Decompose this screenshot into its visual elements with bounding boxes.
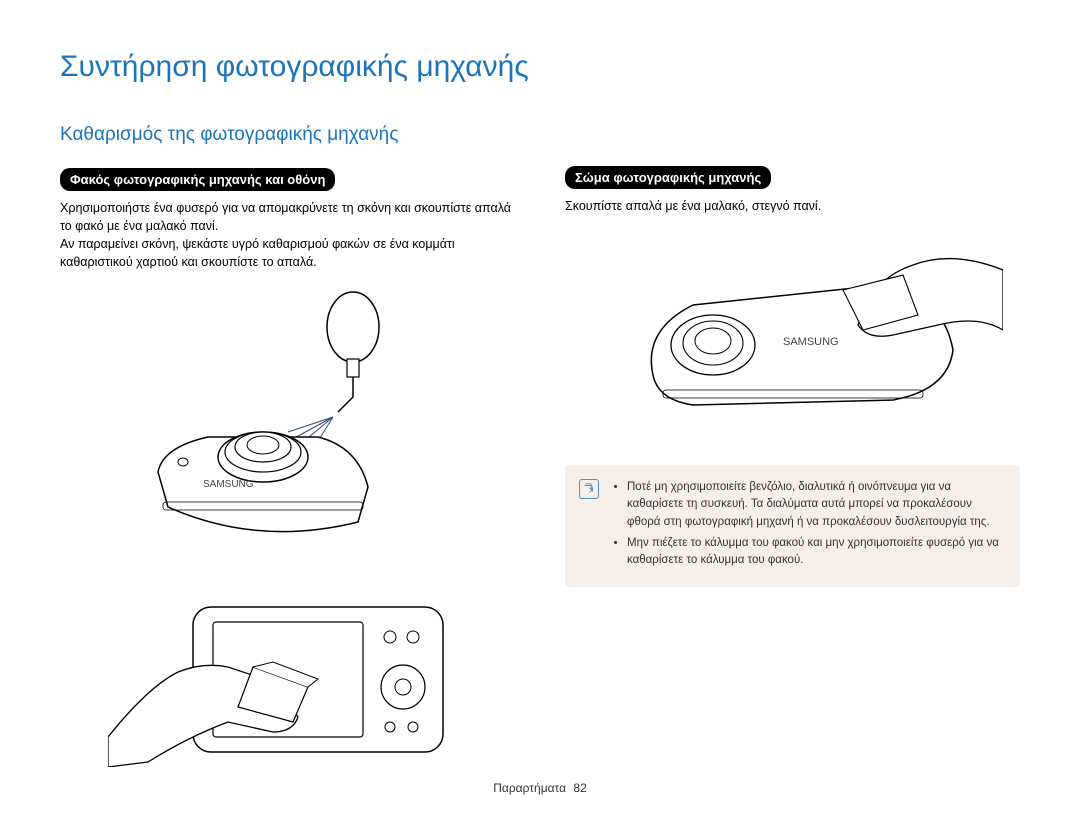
- page-number: 82: [573, 781, 586, 795]
- illustration-wipe-screen: [60, 567, 515, 772]
- note-icon: [579, 479, 599, 499]
- note-box: Ποτέ μη χρησιμοποιείτε βενζόλιο, διαλυτι…: [565, 465, 1020, 587]
- body-instructions: Σκουπίστε απαλά με ένα μαλακό, στεγνό πα…: [565, 197, 1020, 215]
- sub-heading-body: Σώμα φωτογραφικής μηχανής: [565, 166, 771, 189]
- lens-instructions-1: Χρησιμοποιήστε ένα φυσερό για να απομακρ…: [60, 199, 515, 235]
- illustration-blower: SAMSUNG: [60, 287, 515, 552]
- illustration-wipe-body: SAMSUNG: [565, 230, 1020, 435]
- lens-instructions-2: Αν παραμείνει σκόνη, ψεκάστε υγρό καθαρι…: [60, 235, 515, 271]
- svg-text:SAMSUNG: SAMSUNG: [783, 336, 839, 348]
- sub-heading-lens: Φακός φωτογραφικής μηχανής και οθόνη: [60, 168, 335, 191]
- svg-text:SAMSUNG: SAMSUNG: [203, 479, 254, 490]
- page-title: Συντήρηση φωτογραφικής μηχανής: [60, 50, 1020, 84]
- footer-label: Παραρτήματα: [493, 781, 566, 795]
- page-footer: Παραρτήματα 82: [0, 781, 1080, 795]
- note-item-1: Ποτέ μη χρησιμοποιείτε βενζόλιο, διαλυτι…: [627, 479, 1004, 531]
- note-item-2: Μην πιέζετε το κάλυμμα του φακού και μην…: [627, 535, 1004, 570]
- section-title-cleaning: Καθαρισμός της φωτογραφικής μηχανής: [60, 124, 515, 146]
